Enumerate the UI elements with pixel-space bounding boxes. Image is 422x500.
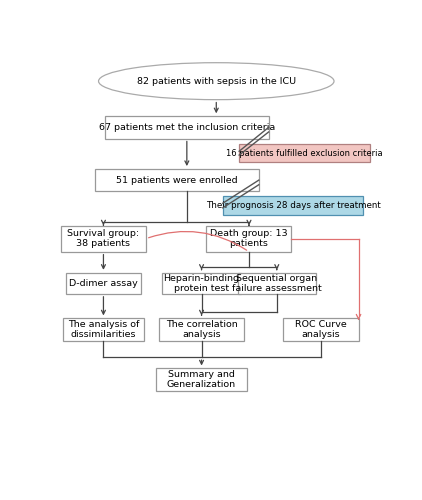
FancyBboxPatch shape	[223, 196, 363, 215]
FancyBboxPatch shape	[159, 318, 244, 340]
Text: Summary and
Generalization: Summary and Generalization	[167, 370, 236, 389]
Text: Death group: 13
patients: Death group: 13 patients	[210, 229, 288, 248]
FancyBboxPatch shape	[156, 368, 247, 390]
Text: The correlation
analysis: The correlation analysis	[166, 320, 238, 339]
Text: D-dimer assay: D-dimer assay	[69, 279, 138, 288]
Text: 51 patients were enrolled: 51 patients were enrolled	[116, 176, 238, 184]
Text: 82 patients with sepsis in the ICU: 82 patients with sepsis in the ICU	[137, 76, 296, 86]
Text: Survival group:
38 patients: Survival group: 38 patients	[68, 229, 140, 248]
FancyBboxPatch shape	[239, 144, 370, 163]
Text: ROC Curve
analysis: ROC Curve analysis	[295, 320, 347, 339]
FancyBboxPatch shape	[162, 272, 241, 294]
Text: Their prognosis 28 days after treatment: Their prognosis 28 days after treatment	[206, 201, 381, 210]
Text: The analysis of
dissimilarities: The analysis of dissimilarities	[68, 320, 139, 339]
Text: Sequential organ
failure assessment: Sequential organ failure assessment	[232, 274, 322, 293]
Ellipse shape	[99, 62, 334, 100]
FancyBboxPatch shape	[105, 116, 268, 138]
FancyBboxPatch shape	[283, 318, 359, 340]
FancyBboxPatch shape	[61, 226, 146, 252]
Text: 16 patients fulfilled exclusion criteria: 16 patients fulfilled exclusion criteria	[226, 148, 383, 158]
FancyBboxPatch shape	[238, 272, 316, 294]
FancyBboxPatch shape	[95, 169, 259, 192]
FancyBboxPatch shape	[66, 272, 141, 294]
FancyBboxPatch shape	[62, 318, 144, 340]
FancyBboxPatch shape	[206, 226, 292, 252]
Text: 67 patients met the inclusion criteria: 67 patients met the inclusion criteria	[99, 123, 275, 132]
Text: Heparin-binding
protein test: Heparin-binding protein test	[164, 274, 240, 293]
